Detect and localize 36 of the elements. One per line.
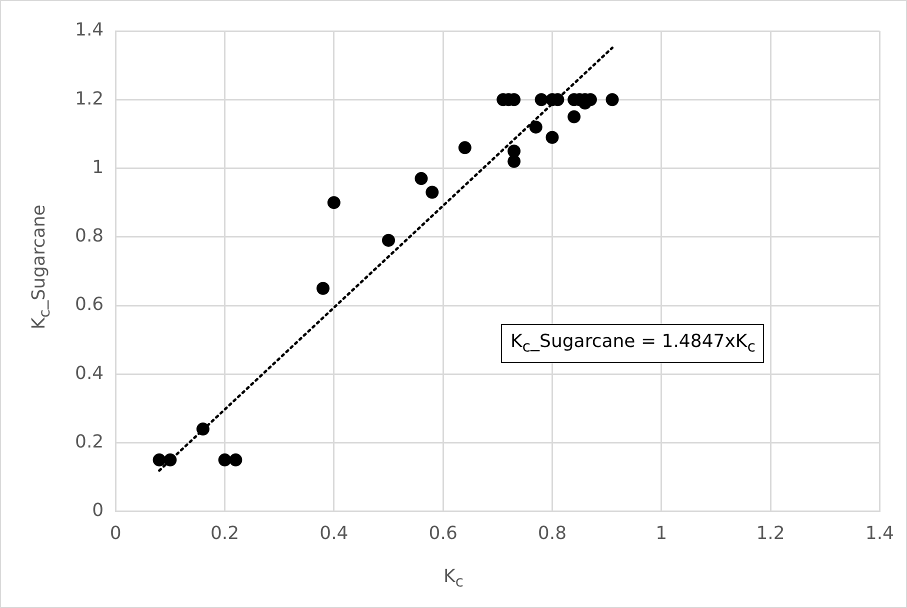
point bbox=[606, 93, 619, 106]
point bbox=[508, 144, 521, 158]
x-tick-label: 1.2 bbox=[756, 522, 785, 544]
point bbox=[316, 282, 330, 295]
y-tick-label: 1.4 bbox=[74, 20, 104, 41]
x-tick-label: 1 bbox=[656, 522, 668, 544]
x-tick-label: 0.6 bbox=[428, 522, 458, 544]
point bbox=[152, 453, 166, 466]
x-tick-label: 0.4 bbox=[320, 522, 348, 544]
annotation: K$_{c}$_Sugarcane = 1.4847xK$_{c}$ bbox=[501, 324, 764, 363]
point bbox=[414, 172, 428, 186]
x-tick-label: 1.4 bbox=[865, 522, 894, 544]
point bbox=[382, 234, 396, 247]
point bbox=[529, 120, 542, 134]
point bbox=[458, 141, 472, 154]
point bbox=[164, 453, 177, 466]
x-tick-label: 0 bbox=[110, 522, 122, 544]
point bbox=[327, 196, 340, 210]
point bbox=[218, 453, 232, 466]
y-tick-label: 0.4 bbox=[74, 362, 104, 384]
point bbox=[534, 93, 548, 106]
point bbox=[196, 422, 210, 436]
y-tick-label: 1 bbox=[92, 156, 104, 178]
y-tick-label: 0 bbox=[92, 500, 104, 522]
point bbox=[229, 453, 242, 466]
y-tick-label: 1.2 bbox=[74, 88, 104, 110]
y-tick-label: 0.2 bbox=[74, 431, 104, 452]
x-tick-label: 0.8 bbox=[538, 522, 567, 544]
y-tick-label: 0.8 bbox=[74, 226, 104, 247]
point bbox=[426, 186, 439, 199]
x-axis-title: K$_{c}$ bbox=[442, 566, 465, 591]
point bbox=[568, 110, 581, 124]
y-tick-label: 0.6 bbox=[74, 294, 104, 316]
point bbox=[546, 130, 559, 144]
point bbox=[508, 154, 521, 168]
x-tick-label: 0.2 bbox=[210, 522, 240, 544]
